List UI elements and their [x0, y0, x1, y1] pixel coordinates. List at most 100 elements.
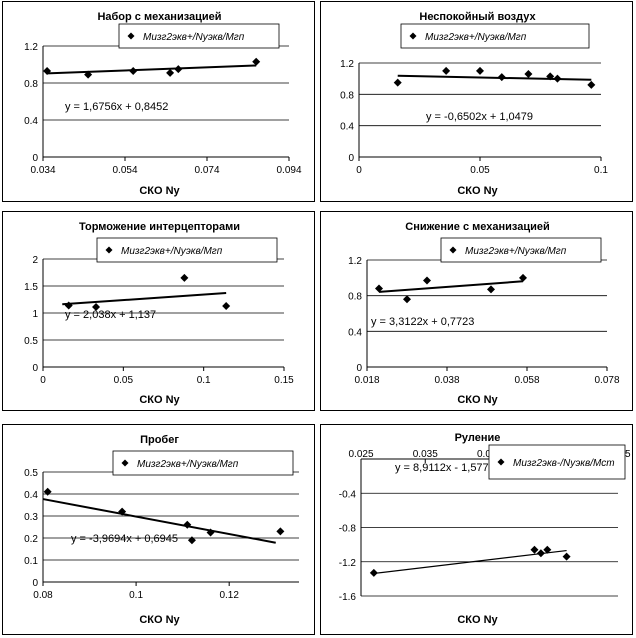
x-tick-label: 0.034: [30, 165, 55, 176]
data-point: [476, 66, 484, 75]
data-point: [222, 301, 231, 310]
legend-marker: [409, 32, 417, 40]
x-tick-label: 0.05: [114, 375, 134, 386]
y-tick-label: 0: [348, 153, 354, 164]
trend-line: [373, 549, 567, 575]
data-point: [546, 72, 555, 81]
y-tick-label: 1.2: [348, 256, 362, 267]
y-tick-label: 0: [32, 153, 38, 164]
y-tick-label: 0: [356, 363, 362, 374]
trend-line: [397, 74, 592, 81]
data-point: [393, 78, 402, 87]
data-point: [587, 80, 596, 89]
y-tick-label: -0.8: [339, 524, 357, 535]
data-point: [92, 303, 101, 312]
x-tick-label: 0.038: [434, 375, 459, 386]
chart-panel-nespokoiny-vozdukh: Неспокойный воздух 0 0.4 0.8 1.2 0 0.05 0.1 y = …: [320, 1, 633, 202]
x-tick-label: 0.05: [470, 165, 490, 176]
data-point: [174, 65, 183, 74]
y-tick-label: 0: [32, 363, 38, 374]
data-point: [487, 285, 495, 294]
legend-box: [488, 444, 626, 480]
x-tick-label: 0.058: [514, 375, 539, 386]
y-tick-label: 1: [32, 309, 38, 320]
legend: Мизг2экв+/Nуэкв/Мгп: [96, 237, 278, 263]
chart-svg: Набор с механизацией 0 0.4 0.8 1.2 0.034 0.054…: [24, 11, 302, 197]
y-tick-label: 1.5: [24, 282, 38, 293]
y-tick-label: 2: [32, 255, 38, 266]
y-tick-label: -1.6: [339, 592, 357, 603]
chart-title: Набор с механизацией: [97, 11, 221, 23]
trendline-equation: y = 3,3122x + 0,7723: [371, 316, 474, 328]
x-tick-label: 0.1: [129, 590, 143, 601]
y-tick-label: 0.8: [348, 292, 362, 303]
data-point: [166, 68, 175, 77]
trendline-equation: y = -0,6502x + 1,0479: [426, 111, 533, 123]
trend-line: [62, 292, 227, 306]
y-tick-label: 0.4: [340, 122, 354, 133]
data-point: [183, 520, 192, 529]
trendline-equation: y = 1,6756x + 0,8452: [65, 101, 168, 113]
legend-label: Мизг2экв+/Nуэкв/Мгп: [137, 459, 239, 470]
legend-label: Мизг2экв+/Nуэкв/Мгп: [121, 246, 223, 257]
data-point: [43, 487, 52, 496]
data-point: [553, 74, 562, 83]
y-tick-label: -1.2: [339, 558, 357, 569]
legend-box: [118, 23, 280, 49]
data-point: [252, 57, 261, 66]
x-axis-label: СКО Ny: [457, 614, 498, 626]
y-tick-label: 0.3: [24, 512, 38, 523]
legend-box: [440, 237, 602, 263]
chart-panel-tormozhenie: Торможение интерцепторами 0 0.5 1 1.5 2 0 0.05 0…: [2, 211, 315, 411]
legend-box: [400, 23, 590, 49]
legend: Мизг2экв+/Nуэкв/Мгп: [400, 23, 590, 49]
y-tick-label: 0.8: [340, 90, 354, 101]
x-axis-label: СКО Ny: [457, 185, 498, 197]
x-tick-label: 0: [40, 375, 46, 386]
x-axis-label: СКО Ny: [139, 394, 180, 406]
data-point: [187, 536, 196, 545]
x-axis-label: СКО Ny: [457, 394, 498, 406]
x-axis-label: СКО Ny: [139, 614, 180, 626]
chart-panel-snizhenie: Снижение с механизацией 0 0.4 0.8 1.2 0.018 0.…: [320, 211, 633, 411]
data-point: [562, 552, 571, 561]
data-point: [43, 66, 52, 75]
legend: Мизг2экв-/Nуэкв/Мст: [488, 444, 626, 480]
x-tick-label: 0.018: [354, 375, 379, 386]
chart-title: Снижение с механизацией: [405, 221, 549, 233]
data-point: [403, 295, 411, 304]
legend-box: [112, 450, 294, 476]
data-point: [84, 70, 93, 79]
data-point: [543, 545, 552, 554]
data-point: [129, 66, 138, 75]
legend-marker: [497, 458, 505, 466]
x-axis-label: СКО Ny: [139, 185, 180, 197]
chart-svg: Снижение с механизацией 0 0.4 0.8 1.2 0.018 0.…: [348, 221, 620, 406]
data-point: [497, 73, 506, 82]
legend-label: Мизг2экв+/Nуэкв/Мгп: [425, 32, 527, 43]
y-tick-label: 0.4: [24, 490, 38, 501]
y-tick-label: 1.2: [340, 59, 354, 70]
chart-svg: Торможение интерцепторами 0 0.5 1 1.5 2 0 0.05 0…: [24, 221, 294, 406]
trendline-equation: y = 2,038x + 1,137: [65, 309, 156, 321]
data-point: [64, 301, 73, 310]
legend: Мизг2экв+/Nуэкв/Мгп: [118, 23, 280, 49]
x-tick-label: 0.12: [219, 590, 239, 601]
trend-line: [47, 64, 257, 75]
x-tick-label: 0.035: [413, 449, 438, 460]
x-tick-label: 0.1: [197, 375, 211, 386]
data-point: [369, 568, 378, 577]
legend-label: Мизг2экв+/Nуэкв/Мгп: [143, 32, 245, 43]
data-point: [276, 527, 285, 536]
legend-box: [96, 237, 278, 263]
data-point: [536, 549, 545, 558]
x-tick-label: 0.08: [33, 590, 53, 601]
chart-title: Торможение интерцепторами: [79, 221, 240, 233]
x-tick-label: 0.025: [348, 449, 373, 460]
data-point: [375, 284, 383, 293]
y-tick-label: 0.1: [24, 556, 38, 567]
x-tick-label: 0.054: [112, 165, 137, 176]
y-tick-label: -0.4: [339, 489, 357, 500]
legend-marker: [105, 246, 113, 254]
y-tick-label: 0.5: [24, 468, 38, 479]
